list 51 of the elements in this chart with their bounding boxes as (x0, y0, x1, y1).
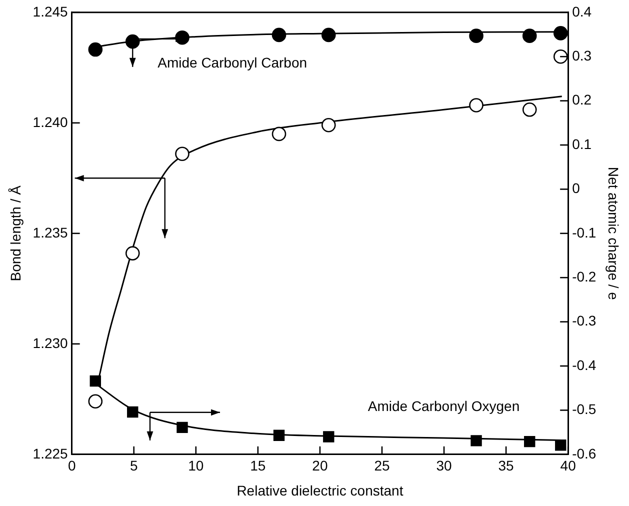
x-tick-label: 0 (68, 458, 76, 474)
point (323, 431, 334, 442)
y2-axis-title: Net atomic charge / e (606, 166, 622, 300)
point (555, 440, 566, 451)
y-axis-title: Bond length / Å (7, 184, 24, 282)
x-tick-label: 20 (312, 458, 328, 474)
y2-tick-label: 0.3 (572, 47, 592, 64)
y2-tick-label: 0.2 (572, 92, 592, 108)
y2-tick-label: -0.2 (572, 268, 596, 284)
x-tick-label: 35 (498, 458, 514, 474)
point (273, 430, 285, 441)
point (88, 42, 103, 57)
point (127, 406, 138, 418)
y2-tick-label: -0.1 (572, 224, 596, 240)
point (470, 435, 482, 446)
point (125, 246, 140, 260)
y-tick-label: 1.230 (32, 334, 68, 351)
point (321, 118, 336, 132)
point (321, 28, 336, 42)
point (553, 49, 568, 64)
annotation: Amide Carbonyl Carbon (158, 54, 308, 70)
point (524, 436, 536, 448)
point (522, 102, 537, 117)
x-tick-label: 10 (188, 458, 204, 474)
y2-tick-label: -0.4 (572, 356, 596, 373)
x-tick-label: 30 (436, 458, 452, 474)
point (469, 98, 484, 112)
x-axis-title: Relative dielectric constant (236, 482, 404, 498)
point (175, 146, 190, 161)
x-tick-label: 15 (250, 458, 266, 474)
y-tick-label: 1.240 (32, 114, 68, 130)
y2-tick-label: 0.4 (572, 3, 592, 20)
y2-tick-label: -0.5 (572, 401, 596, 418)
x-tick-label: 25 (374, 458, 390, 474)
point (272, 28, 286, 42)
annotation: Amide Carbonyl Oxygen (368, 398, 520, 414)
point (125, 34, 140, 49)
point (272, 126, 286, 142)
point (553, 26, 568, 40)
y2-tick-label: 0 (572, 180, 580, 196)
y-tick-label: 1.235 (32, 224, 68, 240)
point (469, 28, 484, 43)
y-tick-label: 1.225 (32, 445, 68, 462)
y2-tick-label: -0.3 (572, 312, 596, 329)
y2-tick-label: 0.1 (572, 136, 592, 152)
point (522, 28, 537, 43)
point (88, 394, 103, 409)
x-tick-label: 5 (130, 458, 138, 474)
point (176, 422, 188, 434)
point (90, 375, 102, 387)
y-tick-label: 1.245 (32, 3, 68, 20)
